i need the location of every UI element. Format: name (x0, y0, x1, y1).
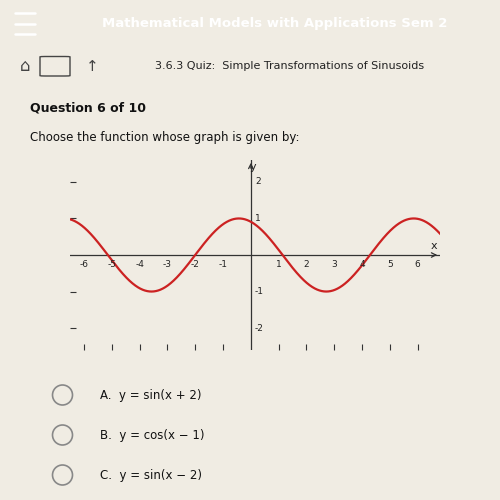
Text: 2: 2 (304, 260, 310, 270)
Text: 5: 5 (387, 260, 393, 270)
Text: -6: -6 (80, 260, 88, 270)
Text: -2: -2 (191, 260, 200, 270)
Text: Mathematical Models with Applications Sem 2: Mathematical Models with Applications Se… (102, 17, 448, 30)
Text: 3.6.3 Quiz:  Simple Transformations of Sinusoids: 3.6.3 Quiz: Simple Transformations of Si… (156, 61, 424, 71)
Text: -3: -3 (163, 260, 172, 270)
Text: -4: -4 (135, 260, 144, 270)
Text: -2: -2 (255, 324, 264, 332)
Text: -1: -1 (255, 287, 264, 296)
Text: 2: 2 (255, 178, 260, 186)
Text: C.  y = sin(x − 2): C. y = sin(x − 2) (100, 468, 202, 481)
Text: A.  y = sin(x + 2): A. y = sin(x + 2) (100, 388, 202, 402)
Text: -5: -5 (107, 260, 116, 270)
Text: ↑: ↑ (86, 58, 99, 74)
Text: y: y (250, 162, 256, 172)
Text: 1: 1 (276, 260, 281, 270)
Text: Question 6 of 10: Question 6 of 10 (30, 102, 146, 114)
Text: B.  y = cos(x − 1): B. y = cos(x − 1) (100, 428, 204, 442)
Text: 6: 6 (415, 260, 420, 270)
Text: 4: 4 (360, 260, 365, 270)
Text: 3: 3 (332, 260, 337, 270)
Text: 1: 1 (255, 214, 261, 223)
Text: x: x (430, 240, 437, 250)
Text: -1: -1 (218, 260, 228, 270)
Text: Choose the function whose graph is given by:: Choose the function whose graph is given… (30, 130, 299, 143)
Text: ⌂: ⌂ (20, 57, 30, 75)
